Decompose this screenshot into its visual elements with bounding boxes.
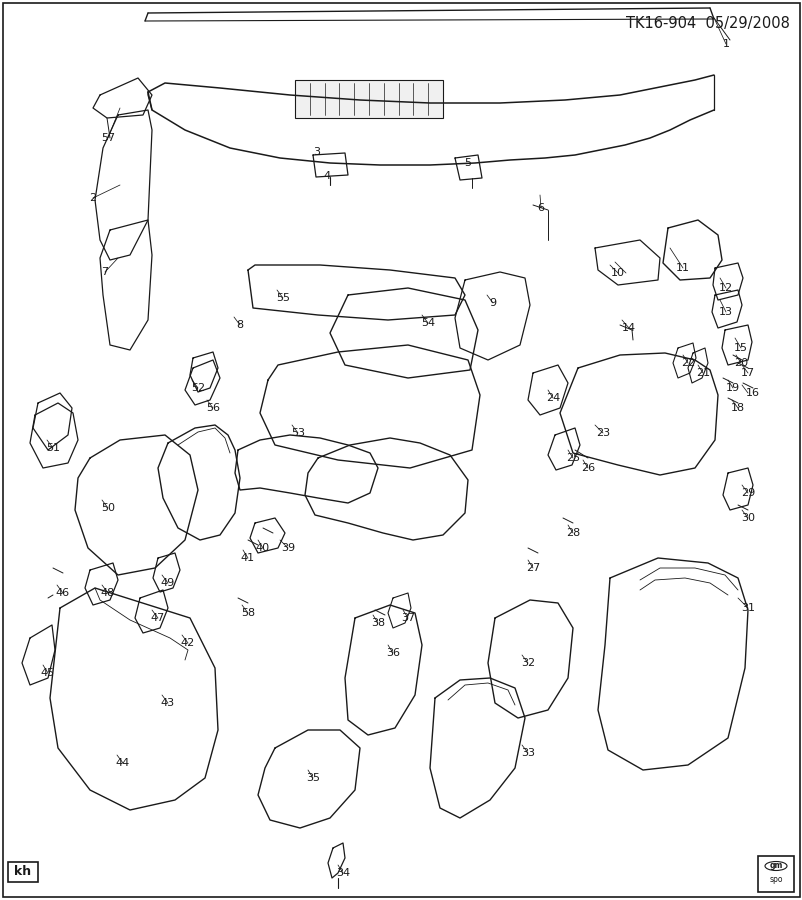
Text: 57: 57 bbox=[101, 133, 115, 143]
Text: 12: 12 bbox=[718, 283, 732, 293]
Text: 4: 4 bbox=[323, 171, 330, 181]
Text: 8: 8 bbox=[236, 320, 243, 330]
Text: 10: 10 bbox=[610, 268, 624, 278]
Text: 29: 29 bbox=[740, 488, 754, 498]
Text: 30: 30 bbox=[740, 513, 754, 523]
Text: 50: 50 bbox=[101, 503, 115, 513]
Text: 19: 19 bbox=[725, 383, 739, 393]
Text: 45: 45 bbox=[41, 668, 55, 678]
Bar bbox=[8, 862, 38, 882]
Text: 5: 5 bbox=[464, 158, 471, 168]
Text: 55: 55 bbox=[276, 293, 290, 303]
Text: 58: 58 bbox=[241, 608, 255, 618]
Text: 32: 32 bbox=[520, 658, 534, 668]
Text: 37: 37 bbox=[400, 613, 415, 623]
Text: 20: 20 bbox=[733, 358, 747, 368]
Text: 51: 51 bbox=[46, 443, 60, 453]
Text: 54: 54 bbox=[420, 318, 435, 328]
Text: 26: 26 bbox=[580, 463, 594, 473]
Text: 53: 53 bbox=[290, 428, 305, 438]
Text: 9: 9 bbox=[489, 298, 496, 308]
Text: 47: 47 bbox=[151, 613, 165, 623]
Text: kh: kh bbox=[14, 866, 31, 878]
Text: 2: 2 bbox=[89, 193, 96, 203]
Text: 15: 15 bbox=[733, 343, 747, 353]
Text: 18: 18 bbox=[730, 403, 744, 413]
Text: 31: 31 bbox=[740, 603, 754, 613]
Text: 33: 33 bbox=[520, 748, 534, 758]
Text: 48: 48 bbox=[101, 588, 115, 598]
Bar bbox=[757, 856, 793, 892]
Text: 39: 39 bbox=[281, 543, 294, 553]
Text: 49: 49 bbox=[160, 578, 175, 588]
Text: 43: 43 bbox=[160, 698, 175, 708]
Text: 17: 17 bbox=[740, 368, 754, 378]
Text: 6: 6 bbox=[537, 203, 544, 213]
Text: 40: 40 bbox=[256, 543, 269, 553]
Text: 7: 7 bbox=[101, 267, 108, 277]
Text: 44: 44 bbox=[115, 758, 130, 768]
Text: 46: 46 bbox=[56, 588, 70, 598]
Text: 1: 1 bbox=[722, 39, 728, 49]
Text: 34: 34 bbox=[335, 868, 350, 878]
Text: 38: 38 bbox=[371, 618, 385, 628]
Text: 28: 28 bbox=[565, 528, 579, 538]
Text: 22: 22 bbox=[680, 358, 695, 368]
Text: 41: 41 bbox=[241, 553, 255, 563]
Text: 56: 56 bbox=[206, 403, 220, 413]
Text: 35: 35 bbox=[306, 773, 320, 783]
Text: 21: 21 bbox=[695, 368, 709, 378]
Text: TK16-904  05/29/2008: TK16-904 05/29/2008 bbox=[626, 16, 789, 31]
Text: 11: 11 bbox=[675, 263, 689, 273]
Text: 14: 14 bbox=[622, 323, 635, 333]
Text: gm: gm bbox=[768, 861, 782, 870]
Text: 13: 13 bbox=[718, 307, 732, 317]
Text: 42: 42 bbox=[180, 638, 195, 648]
Bar bbox=[294, 80, 443, 118]
Text: spo: spo bbox=[768, 876, 782, 885]
Text: 16: 16 bbox=[745, 388, 759, 398]
Text: 24: 24 bbox=[545, 393, 560, 403]
Ellipse shape bbox=[764, 861, 786, 870]
Text: 52: 52 bbox=[191, 383, 205, 393]
Text: 23: 23 bbox=[595, 428, 610, 438]
Text: 36: 36 bbox=[386, 648, 399, 658]
Text: 3: 3 bbox=[313, 147, 320, 157]
Text: 25: 25 bbox=[565, 453, 579, 463]
Text: 27: 27 bbox=[525, 563, 540, 573]
